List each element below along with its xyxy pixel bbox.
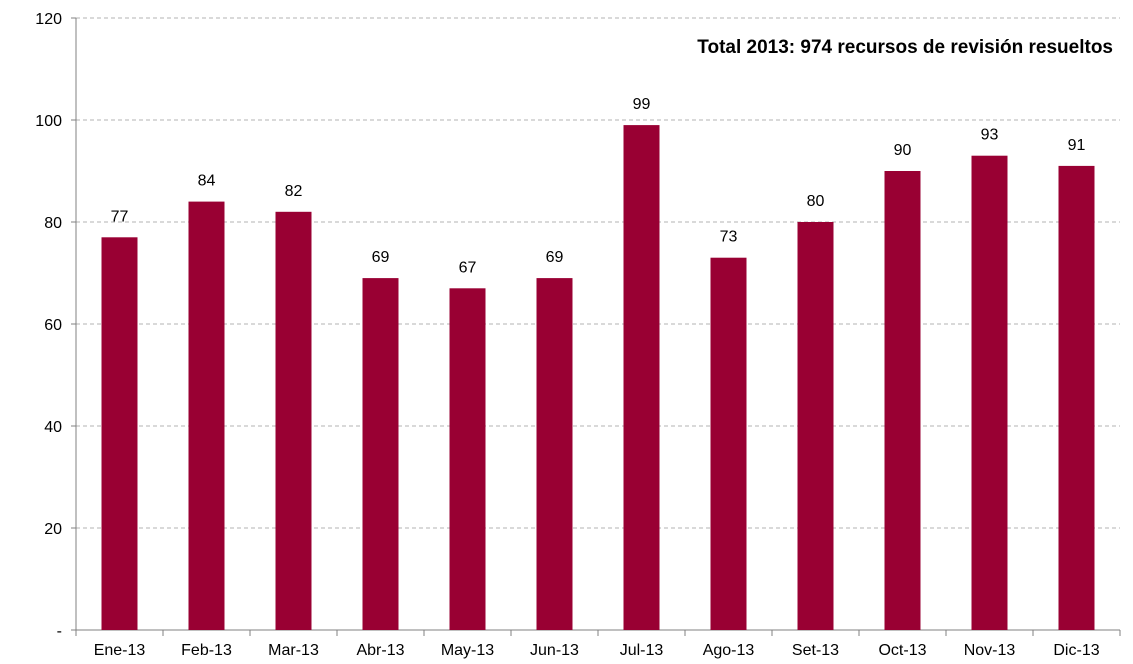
data-labels: 77 84 82 69 67 69 99 73 80 90 93 91 [111, 96, 1086, 276]
bar-value-label: 69 [372, 249, 390, 266]
x-tick-label: Ago-13 [703, 642, 755, 659]
tick-labels: - 20 40 60 80 100 120 Ene-13 Feb-13 Mar-13 Abr-13 M… [35, 11, 1099, 659]
x-tick-label: Abr-13 [356, 642, 404, 659]
bar-value-label: 82 [285, 183, 303, 200]
bar [623, 125, 660, 630]
y-tick-label: 40 [44, 419, 62, 436]
x-tick-label: Feb-13 [181, 642, 232, 659]
bars [101, 125, 1095, 631]
y-tick-label: 100 [35, 113, 62, 130]
bar [971, 155, 1008, 630]
y-tick-label: - [57, 623, 62, 640]
x-tick-label: Jun-13 [530, 642, 579, 659]
x-tick-label: Oct-13 [878, 642, 926, 659]
x-tick-label: Set-13 [792, 642, 839, 659]
bar [1058, 165, 1095, 630]
bar [275, 211, 312, 631]
bar [884, 171, 921, 630]
bar [101, 237, 138, 631]
bar-value-label: 73 [720, 229, 738, 246]
x-tick-label: Jul-13 [620, 642, 664, 659]
x-tick-label: Ene-13 [94, 642, 146, 659]
bar-value-label: 91 [1068, 137, 1086, 154]
x-tick-label: Dic-13 [1053, 642, 1099, 659]
bar-value-label: 80 [807, 193, 825, 210]
chart-annotation: Total 2013: 974 recursos de revisión res… [697, 37, 1113, 58]
axes [71, 17, 1121, 636]
bar-value-label: 67 [459, 259, 477, 276]
bar [449, 288, 486, 630]
bar-value-label: 90 [894, 142, 912, 159]
y-tick-label: 80 [44, 215, 62, 232]
bar-value-label: 77 [111, 208, 129, 225]
y-tick-label: 20 [44, 521, 62, 538]
x-tick-label: May-13 [441, 642, 494, 659]
y-tick-label: 120 [35, 11, 62, 28]
gridlines [76, 17, 1120, 529]
bar [710, 257, 747, 630]
bar-value-label: 99 [633, 96, 651, 113]
bar [188, 201, 225, 630]
bar-value-label: 69 [546, 249, 564, 266]
y-tick-label: 60 [44, 317, 62, 334]
x-tick-label: Mar-13 [268, 642, 319, 659]
bar [536, 278, 573, 630]
bar [797, 222, 834, 630]
bar-value-label: 93 [981, 127, 999, 144]
x-tick-label: Nov-13 [964, 642, 1016, 659]
bar-value-label: 84 [198, 173, 216, 190]
bar [362, 278, 399, 630]
